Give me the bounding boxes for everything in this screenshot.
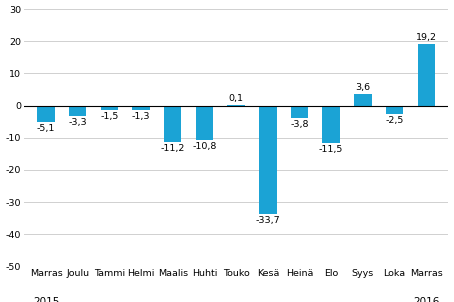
Bar	[418, 44, 435, 106]
Bar	[133, 106, 150, 110]
Bar	[354, 94, 372, 106]
Text: 2016: 2016	[413, 297, 439, 302]
Bar	[164, 106, 182, 142]
Bar	[101, 106, 118, 111]
Text: -10,8: -10,8	[192, 142, 217, 151]
Text: -2,5: -2,5	[385, 116, 404, 125]
Text: -1,5: -1,5	[100, 112, 118, 121]
Text: 2015: 2015	[33, 297, 59, 302]
Bar	[69, 106, 86, 116]
Bar	[291, 106, 308, 118]
Bar	[322, 106, 340, 143]
Text: 3,6: 3,6	[355, 83, 370, 92]
Text: 0,1: 0,1	[229, 94, 244, 103]
Bar	[259, 106, 276, 214]
Text: -11,2: -11,2	[161, 143, 185, 153]
Bar	[37, 106, 55, 122]
Bar	[196, 106, 213, 140]
Text: -1,3: -1,3	[132, 112, 150, 121]
Text: -5,1: -5,1	[37, 124, 55, 133]
Bar	[227, 105, 245, 106]
Text: -3,8: -3,8	[290, 120, 309, 129]
Text: -33,7: -33,7	[256, 216, 280, 225]
Text: -11,5: -11,5	[319, 145, 343, 153]
Text: 19,2: 19,2	[416, 33, 437, 42]
Text: -3,3: -3,3	[69, 118, 87, 127]
Bar	[386, 106, 403, 114]
